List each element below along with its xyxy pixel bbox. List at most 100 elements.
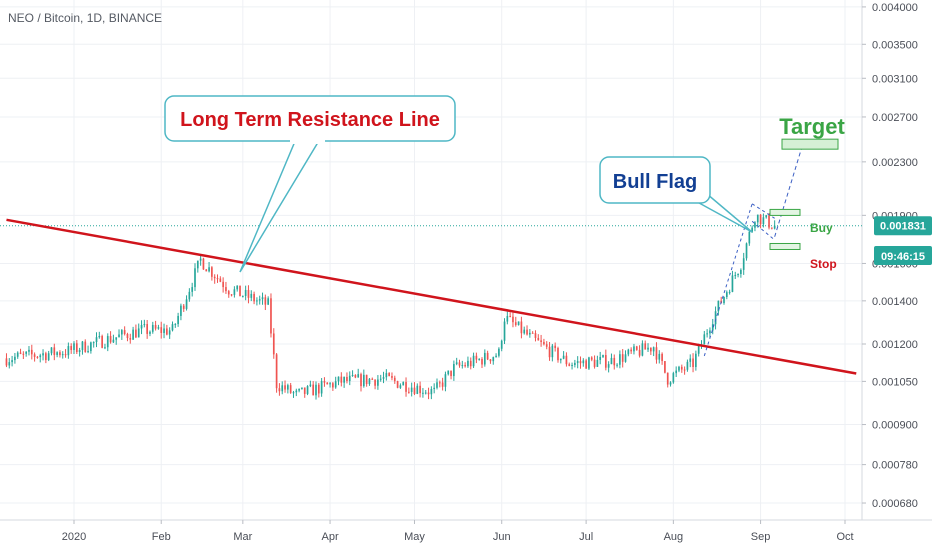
candle-body [596, 359, 599, 367]
projection-line [774, 144, 804, 237]
candle-body [329, 383, 331, 385]
candle-body [495, 355, 497, 358]
candle-body [616, 364, 618, 366]
candle-body [565, 355, 568, 365]
candle-body [109, 336, 112, 343]
candle-body [554, 345, 557, 349]
resistance-line[interactable] [6, 218, 857, 375]
candle-body [8, 362, 11, 366]
candle-body [118, 334, 120, 338]
candle-body [678, 366, 680, 371]
candle-body [529, 332, 531, 335]
candle-body [731, 275, 734, 292]
candle-body [188, 291, 191, 300]
stop-zone[interactable] [769, 242, 801, 250]
candle-body [627, 349, 630, 355]
candle-body [326, 382, 329, 385]
candle-body [748, 231, 751, 244]
candle-body [219, 278, 222, 282]
callout-gap [290, 136, 325, 144]
candle-body [655, 347, 658, 360]
candle-body [762, 217, 765, 225]
candle-body [680, 366, 683, 370]
candle-body [467, 360, 469, 367]
candle-body [258, 299, 261, 301]
candle-body [703, 334, 706, 345]
price-tick-label: 0.003500 [872, 39, 918, 51]
candle-body [36, 356, 39, 358]
candle-body [551, 345, 554, 358]
candle-body [393, 377, 396, 382]
candle-body [301, 387, 303, 389]
candle-body [126, 333, 129, 339]
candle-body [129, 338, 132, 340]
candles [5, 213, 776, 400]
candle-body [433, 387, 436, 390]
candle-body [711, 324, 714, 331]
candle-body [177, 315, 179, 325]
candle-body [512, 316, 514, 323]
candle-body [295, 390, 298, 393]
candle-body [64, 354, 67, 356]
candle-body [191, 287, 194, 292]
candle-body [174, 324, 177, 326]
candle-body [500, 340, 503, 349]
candle-body [287, 385, 289, 390]
candle-body [368, 378, 371, 385]
candle-body [545, 344, 548, 347]
candle-body [537, 337, 540, 341]
candle-body [146, 324, 149, 334]
bull-flag-callout-box[interactable] [599, 156, 711, 204]
candle-body [56, 352, 58, 355]
candle-body [303, 387, 306, 394]
flagpole-line [703, 203, 753, 357]
candle-body [540, 340, 542, 343]
candle-body [430, 389, 433, 395]
candle-body [22, 353, 25, 355]
price-tick-label: 0.004000 [872, 2, 918, 14]
candle-body [180, 305, 182, 316]
candle-body [562, 355, 565, 359]
candle-body [28, 349, 30, 352]
time-tick-label: 2020 [62, 531, 86, 543]
target-zone[interactable] [781, 138, 839, 150]
candle-body [194, 268, 196, 288]
current-price-tag-bg [874, 216, 932, 236]
candle-body [140, 325, 143, 329]
price-axis[interactable]: 0.004000 0.003500 0.003100 0.002700 0.002300… [862, 2, 918, 510]
price-tick-label: 0.001050 [872, 376, 918, 388]
candle-body [53, 347, 56, 355]
buy-label: Buy [810, 221, 833, 235]
candle-body [638, 349, 641, 356]
candle-body [658, 353, 661, 360]
candle-body [306, 386, 309, 394]
buy-zone[interactable] [769, 208, 801, 216]
candle-body [571, 364, 573, 366]
candle-body [382, 377, 385, 379]
candle-body [486, 352, 489, 360]
time-axis[interactable]: 2020 Feb Mar Apr May Jun Jul Aug Sep Oct [62, 520, 854, 543]
candle-body [5, 358, 8, 366]
candle-body [73, 343, 75, 351]
candle-body [340, 376, 343, 383]
flag-lower-line [751, 220, 775, 241]
candle-body [95, 337, 98, 343]
candle-body [120, 330, 123, 335]
candle-body [438, 382, 441, 384]
candle-body [441, 382, 444, 387]
candle-body [374, 379, 376, 386]
countdown-tag[interactable]: 09:46:15 [874, 246, 932, 265]
candle-body [104, 347, 106, 349]
candle-body [450, 370, 452, 377]
candle-body [526, 329, 528, 335]
candle-body [770, 227, 773, 229]
candle-body [90, 342, 92, 352]
stop-label: Stop [810, 257, 837, 271]
candle-body [579, 361, 582, 364]
current-price-tag[interactable]: 0.001831 [874, 216, 932, 236]
candle-body [754, 222, 756, 228]
candle-body [635, 346, 638, 350]
candle-body [709, 330, 711, 334]
grid [0, 0, 862, 520]
